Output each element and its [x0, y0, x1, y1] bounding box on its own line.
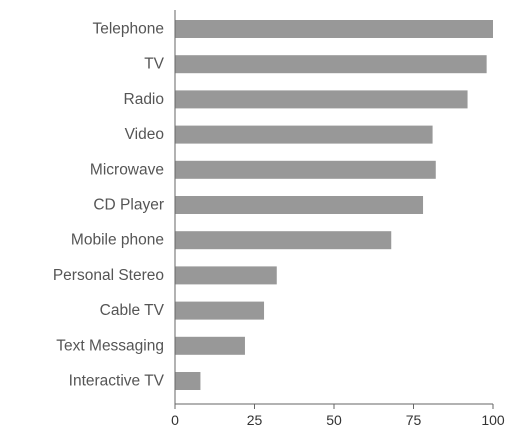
bar-tv: [175, 55, 487, 74]
x-tick-label-0: 0: [171, 412, 179, 428]
x-axis: 0 25 50 75 100: [171, 10, 505, 428]
bar-telephone: [175, 20, 493, 38]
bar-radio: [175, 90, 468, 109]
x-tick-label-75: 75: [406, 412, 422, 428]
bar-interactive-tv: [175, 372, 201, 390]
category-label-telephone: Telephone: [92, 21, 164, 38]
category-labels: Telephone TV Radio Video Microwave CD Player M…: [53, 21, 165, 390]
category-label-cable-tv: Cable TV: [100, 302, 165, 319]
category-label-text-messaging: Text Messaging: [56, 337, 164, 354]
x-tick-label-25: 25: [247, 412, 263, 428]
x-tick-label-100: 100: [481, 412, 505, 428]
bar-mobile-phone: [175, 231, 392, 250]
category-label-video: Video: [125, 126, 164, 143]
bar-microwave: [175, 160, 436, 179]
bar-video: [175, 125, 433, 144]
category-label-cd-player: CD Player: [93, 197, 164, 214]
bar-cable-tv: [175, 301, 265, 320]
category-label-microwave: Microwave: [90, 161, 164, 178]
bars-layer: [175, 20, 493, 390]
bar-cd-player: [175, 196, 424, 214]
category-label-tv: TV: [144, 56, 164, 73]
x-tick-label-50: 50: [326, 412, 342, 428]
category-label-radio: Radio: [124, 91, 165, 108]
category-label-mobile-phone: Mobile phone: [71, 232, 164, 249]
bar-personal-stereo: [175, 266, 277, 285]
category-label-personal-stereo: Personal Stereo: [53, 267, 164, 284]
bar-text-messaging: [175, 336, 245, 355]
category-label-interactive-tv: Interactive TV: [69, 373, 165, 390]
